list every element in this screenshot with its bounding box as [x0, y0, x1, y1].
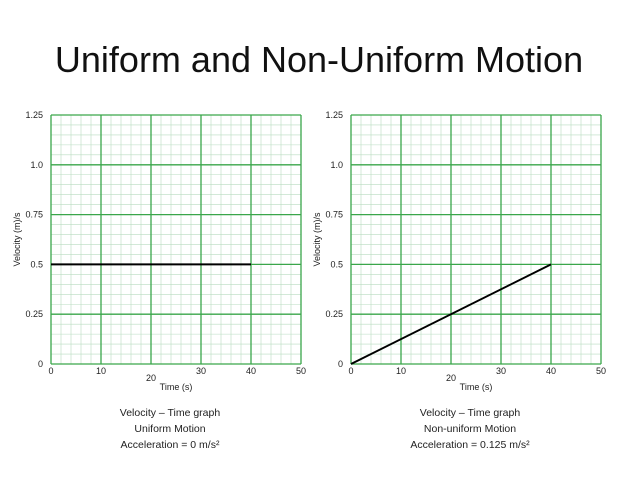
page-title: Uniform and Non-Uniform Motion	[54, 39, 584, 80]
caption-uniform: Velocity – Time graph Uniform Motion Acc…	[60, 405, 280, 453]
y-tick-label: 0.25	[325, 309, 343, 319]
x-tick-label: 0	[48, 366, 53, 376]
x-tick-label: 50	[296, 366, 306, 376]
y-tick-label: 1.25	[25, 110, 43, 120]
caption-line: Acceleration = 0.125 m/s²	[410, 439, 530, 451]
x-tick-label: 50	[596, 366, 606, 376]
caption-line: Acceleration = 0 m/s²	[120, 439, 220, 451]
y-tick-label: 0	[338, 359, 343, 369]
caption-line: Non-uniform Motion	[423, 423, 517, 435]
series-line	[350, 263, 552, 365]
x-tick-label: 30	[496, 366, 506, 376]
y-tick-label: 0.25	[25, 309, 43, 319]
y-tick-label: 0.5	[30, 259, 43, 269]
caption-line: Velocity – Time graph	[419, 407, 521, 419]
y-tick-label: 0.75	[25, 210, 43, 220]
x-axis-label: Time (s)	[460, 382, 493, 392]
x-tick-label: 40	[246, 366, 256, 376]
caption-line: Uniform Motion	[134, 423, 206, 435]
x-tick-label: 20	[146, 373, 156, 383]
y-tick-label: 0.75	[325, 210, 343, 220]
chart-uniform-motion: 0 10 20 30 40 50 0 0.25 0.5 0.75 1.0 1.25 Time (s) Ve…	[12, 110, 306, 392]
x-tick-label: 10	[396, 366, 406, 376]
y-tick-label: 0.5	[330, 259, 343, 269]
y-axis-label: Velocity (m)/s	[312, 212, 322, 267]
y-tick-label: 1.0	[330, 160, 343, 170]
y-tick-label: 1.25	[325, 110, 343, 120]
x-tick-label: 0	[348, 366, 353, 376]
caption-line: Velocity – Time graph	[119, 407, 221, 419]
x-axis-label: Time (s)	[160, 382, 193, 392]
y-axis-label: Velocity (m)/s	[12, 212, 22, 267]
x-tick-label: 40	[546, 366, 556, 376]
x-tick-label: 30	[196, 366, 206, 376]
chart-non-uniform-motion: 0 10 20 30 40 50 0 0.25 0.5 0.75 1.0 1.25 Time (s) Ve…	[312, 110, 606, 392]
caption-non-uniform: Velocity – Time graph Non-uniform Motion…	[360, 405, 580, 453]
y-tick-label: 0	[38, 359, 43, 369]
x-tick-label: 10	[96, 366, 106, 376]
x-tick-label: 20	[446, 373, 456, 383]
y-tick-label: 1.0	[30, 160, 43, 170]
